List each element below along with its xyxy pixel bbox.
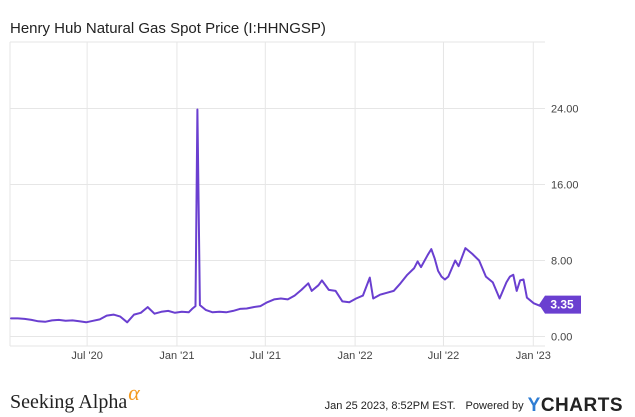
x-tick-label: Jan '23 bbox=[516, 350, 551, 362]
series-line[interactable] bbox=[10, 108, 545, 324]
x-tick-label: Jul '21 bbox=[250, 350, 281, 362]
ycharts-wordmark: CHARTS bbox=[540, 395, 623, 416]
series-group bbox=[10, 108, 545, 324]
powered-by-label: Powered by bbox=[465, 400, 524, 412]
ycharts-y-mark: Y bbox=[527, 395, 541, 416]
gridlines bbox=[9, 41, 545, 347]
last-value-badge-group: 3.35 bbox=[539, 295, 581, 314]
y-tick-label: 16.00 bbox=[551, 180, 579, 192]
footer: Seeking Alphaα Jan 25 2023, 8:52PM EST. … bbox=[0, 380, 635, 417]
x-tick-label: Jan '21 bbox=[159, 350, 194, 362]
x-tick-label: Jul '22 bbox=[428, 350, 459, 362]
seeking-alpha-wordmark: Seeking Alpha bbox=[10, 391, 128, 413]
chart-area: Jul '20 Jan '21 Jul '21 Jan '22 Jul '22 Jan '… bbox=[9, 41, 581, 362]
last-value-badge bbox=[539, 295, 581, 314]
seeking-alpha-logo[interactable]: Seeking Alphaα bbox=[10, 380, 140, 414]
chart-title: Henry Hub Natural Gas Spot Price (I:HHNG… bbox=[10, 20, 326, 37]
y-axis-ticks: 0.00 8.00 16.00 24.00 bbox=[551, 104, 579, 344]
x-tick-label: Jul '20 bbox=[71, 350, 102, 362]
y-tick-label: 24.00 bbox=[551, 104, 579, 116]
last-value-label: 3.35 bbox=[550, 298, 574, 312]
y-tick-label: 0.00 bbox=[551, 332, 572, 344]
timestamp: Jan 25 2023, 8:52PM EST. bbox=[324, 400, 456, 412]
x-axis-ticks: Jul '20 Jan '21 Jul '21 Jan '22 Jul '22 Jan '… bbox=[71, 350, 550, 362]
footer-credits: Jan 25 2023, 8:52PM EST. Powered by Y CHA… bbox=[325, 395, 623, 417]
x-tick-label: Jan '22 bbox=[338, 350, 373, 362]
ycharts-logo[interactable]: Y CHARTS bbox=[528, 395, 623, 417]
alpha-symbol-icon: α bbox=[128, 380, 140, 405]
y-tick-label: 8.00 bbox=[551, 256, 572, 268]
